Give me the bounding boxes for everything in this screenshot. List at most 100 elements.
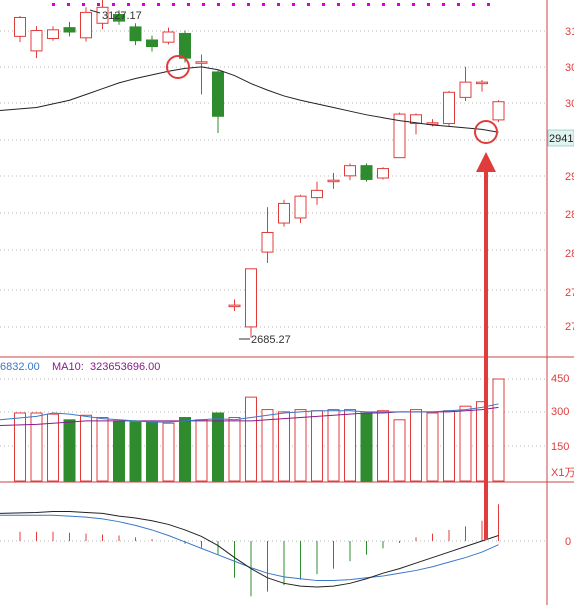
volume-bar-up xyxy=(162,422,175,482)
candle-up xyxy=(245,268,257,328)
volume-ma10-legend-value: 323653696.00 xyxy=(90,361,160,373)
volume-bar-up xyxy=(228,417,241,482)
low-price-label: 2685.27 xyxy=(251,334,291,346)
dotted-marker-dot xyxy=(232,3,235,6)
candle-up xyxy=(261,231,274,253)
price-axis-tick-label: 30 xyxy=(565,98,574,110)
candle-up xyxy=(327,179,340,183)
volume-axis-tick-label: 450 xyxy=(551,373,569,385)
annotations xyxy=(166,55,498,540)
high-price-label: 3127.17 xyxy=(102,10,142,22)
candle-up xyxy=(47,29,59,40)
volume-ma5-legend-value: 6832.00 xyxy=(0,361,40,373)
macd-dif-line xyxy=(0,511,499,588)
volume-bar-up xyxy=(492,378,505,482)
annotation-circle-right xyxy=(474,120,498,144)
price-axis-tick-label: 29 xyxy=(565,171,574,183)
macd-dea-line xyxy=(0,514,499,582)
volume-bar-up xyxy=(278,411,290,482)
dotted-marker-dot xyxy=(442,3,445,6)
volume-bar-up xyxy=(80,414,92,482)
candle-up xyxy=(30,30,43,52)
candle-down xyxy=(360,165,373,180)
dotted-marker-dot xyxy=(127,3,130,6)
high-label-pointer xyxy=(89,9,101,14)
price-axis-tick-label: 28 xyxy=(565,248,574,260)
candle-up xyxy=(195,61,208,64)
candle-up xyxy=(426,122,439,125)
dotted-marker-dot xyxy=(112,3,115,6)
price-ma-line xyxy=(0,66,499,133)
volume-bar-up xyxy=(459,405,472,482)
dotted-marker-dot xyxy=(157,3,160,6)
dotted-marker-dot xyxy=(367,3,370,6)
volume-ma5-line xyxy=(0,403,499,423)
candle-up xyxy=(96,6,109,24)
dotted-marker-dot xyxy=(352,3,355,6)
volume-bar-up xyxy=(294,409,307,482)
dotted-marker-dot xyxy=(472,3,475,6)
dotted-marker-dot xyxy=(307,3,310,6)
volume-bar-down xyxy=(113,420,125,482)
volume-bar-up xyxy=(245,396,257,482)
dotted-marker-dot xyxy=(487,3,490,6)
price-axis-tick-label: 30 xyxy=(565,62,574,74)
volume-bar-up xyxy=(195,419,208,482)
dotted-marker-dot xyxy=(217,3,220,6)
dotted-marker-dot xyxy=(172,3,175,6)
candle-up xyxy=(228,304,241,308)
dotted-marker-dot xyxy=(337,3,340,6)
candle-down xyxy=(146,39,158,48)
candle-down xyxy=(63,27,76,33)
dotted-marker-dot xyxy=(187,3,190,6)
volume-bar-up xyxy=(393,419,406,482)
axis-labels: 31 30 30 29 28 28 27 27 2941 3127.17 2685.27 6832.0… xyxy=(0,9,574,548)
macd-panel xyxy=(0,504,499,597)
dotted-marker-dot xyxy=(397,3,400,6)
price-axis-tick-label: 27 xyxy=(565,321,574,333)
price-panel xyxy=(0,0,505,338)
dotted-marker-dot xyxy=(427,3,430,6)
volume-bar-up xyxy=(426,412,439,482)
dotted-marker-dot xyxy=(292,3,295,6)
annotation-circle-left xyxy=(166,55,190,79)
candle-up xyxy=(278,202,290,224)
dotted-marker-dot xyxy=(67,3,70,6)
dotted-marker-dot xyxy=(382,3,385,6)
candle-down xyxy=(129,26,142,42)
candle-up xyxy=(410,114,422,125)
current-price-tag-bg xyxy=(547,129,574,147)
volume-bar-up xyxy=(30,412,43,482)
volume-bar-up xyxy=(344,409,356,482)
macd-axis-tick-label: 0 xyxy=(565,536,571,548)
candle-up xyxy=(476,81,488,85)
volume-axis-tick-label: X1万 xyxy=(551,467,574,479)
volume-bar-up xyxy=(96,417,109,482)
dotted-marker-dot xyxy=(277,3,280,6)
dotted-marker-dot xyxy=(247,3,250,6)
dotted-marker-dot xyxy=(52,3,55,6)
volume-bar-up xyxy=(47,413,59,482)
annotation-arrow-head xyxy=(476,152,496,172)
volume-bar-down xyxy=(179,417,191,482)
volume-bar-down xyxy=(212,412,224,482)
price-axis-tick-label: 31 xyxy=(565,26,574,38)
price-axis-tick-label: 28 xyxy=(565,209,574,221)
candle-up xyxy=(80,11,92,39)
candle-down xyxy=(179,32,191,59)
candle-up xyxy=(162,31,175,43)
candle-up xyxy=(344,165,356,177)
volume-bar-up xyxy=(443,410,455,482)
volume-bar-up xyxy=(14,412,26,482)
dotted-marker-dot xyxy=(412,3,415,6)
volume-bar-down xyxy=(129,421,142,482)
volume-axis-tick-label: 300 xyxy=(551,406,569,418)
volume-bar-up xyxy=(327,409,340,482)
dotted-marker-dot xyxy=(322,3,325,6)
candle-up xyxy=(311,189,323,199)
candle-down xyxy=(113,14,125,22)
volume-bar-down xyxy=(146,421,158,482)
